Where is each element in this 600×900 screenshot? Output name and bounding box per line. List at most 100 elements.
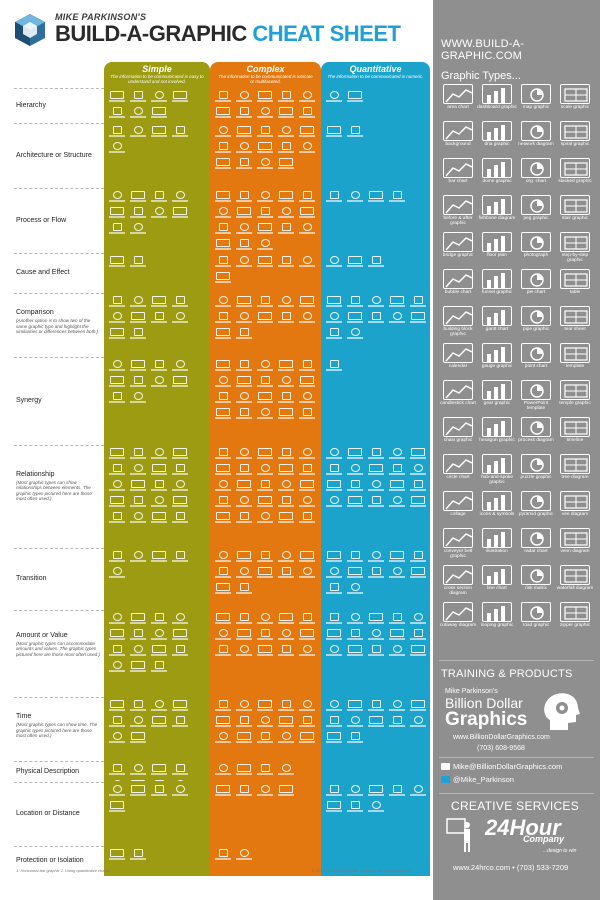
graphic-type-tile[interactable]: temple graphic	[557, 380, 593, 413]
graphic-type-icon[interactable]	[129, 376, 147, 389]
graphic-type-icon[interactable]	[409, 448, 427, 461]
graphic-type-icon[interactable]	[150, 629, 168, 642]
graphic-type-icon[interactable]	[235, 256, 253, 269]
graphic-type-icon[interactable]	[325, 360, 343, 373]
graphic-type-icon[interactable]	[108, 700, 126, 713]
twitter-link[interactable]: @Mike_Parkinson	[453, 775, 514, 784]
graphic-type-icon[interactable]	[325, 732, 343, 745]
graphic-type-icon[interactable]	[129, 700, 147, 713]
graphic-type-icon[interactable]	[277, 191, 295, 204]
graphic-type-icon[interactable]	[298, 408, 316, 421]
graphic-type-icon[interactable]	[298, 392, 316, 405]
graphic-type-icon[interactable]	[325, 126, 343, 139]
graphic-type-icon[interactable]	[150, 716, 168, 729]
graphic-type-icon[interactable]	[214, 512, 232, 525]
graphic-type-icon[interactable]	[325, 613, 343, 626]
graphic-type-icon[interactable]	[150, 480, 168, 493]
graphic-type-icon[interactable]	[367, 700, 385, 713]
graphic-type-icon[interactable]	[277, 126, 295, 139]
graphic-type-tile[interactable]: process diagram	[518, 417, 554, 450]
graphic-type-icon[interactable]	[214, 142, 232, 155]
graphic-type-icon[interactable]	[214, 764, 232, 777]
graphic-type-icon[interactable]	[277, 551, 295, 564]
graphic-type-icon[interactable]	[256, 207, 274, 220]
graphic-type-tile[interactable]: photograph	[518, 232, 554, 265]
graphic-type-icon[interactable]	[235, 126, 253, 139]
graphic-type-icon[interactable]	[388, 785, 406, 798]
graphic-type-icon[interactable]	[235, 408, 253, 421]
graphic-type-icon[interactable]	[277, 142, 295, 155]
graphic-type-icon[interactable]	[256, 408, 274, 421]
graphic-type-icon[interactable]	[129, 464, 147, 477]
graphic-type-icon[interactable]	[129, 613, 147, 626]
graphic-type-icon[interactable]	[129, 360, 147, 373]
graphic-type-tile[interactable]: road graphic	[518, 602, 554, 635]
graphic-type-icon[interactable]	[214, 716, 232, 729]
graphic-type-tile[interactable]: cross section diagram	[440, 565, 476, 598]
graphic-type-icon[interactable]	[325, 448, 343, 461]
graphic-type-icon[interactable]	[171, 126, 189, 139]
graphic-type-icon[interactable]	[150, 91, 168, 104]
graphic-type-icon[interactable]	[214, 732, 232, 745]
graphic-type-icon[interactable]	[409, 496, 427, 509]
graphic-type-icon[interactable]	[277, 392, 295, 405]
graphic-type-icon[interactable]	[409, 700, 427, 713]
graphic-type-icon[interactable]	[298, 376, 316, 389]
graphic-type-icon[interactable]	[108, 780, 126, 781]
graphic-type-icon[interactable]	[235, 849, 253, 862]
graphic-type-icon[interactable]	[235, 107, 253, 120]
graphic-type-icon[interactable]	[108, 207, 126, 220]
graphic-type-icon[interactable]	[150, 207, 168, 220]
graphic-type-icon[interactable]	[150, 312, 168, 325]
graphic-type-icon[interactable]	[298, 107, 316, 120]
graphic-type-icon[interactable]	[256, 629, 274, 642]
graphic-type-icon[interactable]	[108, 732, 126, 745]
graphic-type-tile[interactable]: dna graphic	[479, 121, 515, 154]
graphic-type-icon[interactable]	[298, 629, 316, 642]
graphic-type-icon[interactable]	[171, 360, 189, 373]
graphic-type-icon[interactable]	[256, 700, 274, 713]
graphic-type-icon[interactable]	[277, 700, 295, 713]
graphic-type-icon[interactable]	[235, 312, 253, 325]
graphic-type-icon[interactable]	[346, 496, 364, 509]
graphic-type-tile[interactable]: illustration	[479, 528, 515, 561]
graphic-type-icon[interactable]	[367, 785, 385, 798]
graphic-type-icon[interactable]	[346, 464, 364, 477]
graphic-type-icon[interactable]	[298, 512, 316, 525]
graphic-type-icon[interactable]	[235, 142, 253, 155]
graphic-type-icon[interactable]	[235, 645, 253, 658]
graphic-type-icon[interactable]	[298, 716, 316, 729]
graphic-type-icon[interactable]	[346, 785, 364, 798]
graphic-type-icon[interactable]	[235, 91, 253, 104]
graphic-type-icon[interactable]	[277, 408, 295, 421]
graphic-type-icon[interactable]	[325, 496, 343, 509]
graphic-type-icon[interactable]	[235, 700, 253, 713]
graphic-type-icon[interactable]	[214, 256, 232, 269]
graphic-type-icon[interactable]	[277, 567, 295, 580]
graphic-type-icon[interactable]	[277, 158, 295, 171]
graphic-type-icon[interactable]	[235, 785, 253, 798]
graphic-type-icon[interactable]	[388, 480, 406, 493]
graphic-type-icon[interactable]	[346, 91, 364, 104]
graphic-type-tile[interactable]: calendar	[440, 343, 476, 376]
graphic-type-icon[interactable]	[235, 191, 253, 204]
graphic-type-tile[interactable]: fishbone diagram	[479, 195, 515, 228]
graphic-type-icon[interactable]	[256, 785, 274, 798]
graphic-type-icon[interactable]	[277, 107, 295, 120]
graphic-type-icon[interactable]	[298, 613, 316, 626]
graphic-type-icon[interactable]	[214, 613, 232, 626]
graphic-type-tile[interactable]: PowerPoint template	[518, 380, 554, 413]
graphic-type-icon[interactable]	[256, 91, 274, 104]
graphic-type-icon[interactable]	[409, 551, 427, 564]
graphic-type-icon[interactable]	[346, 126, 364, 139]
graphic-type-icon[interactable]	[367, 496, 385, 509]
graphic-type-icon[interactable]	[150, 126, 168, 139]
graphic-type-tile[interactable]: stair graphic	[557, 195, 593, 228]
graphic-type-icon[interactable]	[298, 448, 316, 461]
graphic-type-icon[interactable]	[214, 408, 232, 421]
graphic-type-icon[interactable]	[388, 629, 406, 642]
graphic-type-icon[interactable]	[129, 661, 147, 674]
graphic-type-icon[interactable]	[150, 376, 168, 389]
graphic-type-icon[interactable]	[235, 328, 253, 341]
graphic-type-icon[interactable]	[108, 661, 126, 674]
